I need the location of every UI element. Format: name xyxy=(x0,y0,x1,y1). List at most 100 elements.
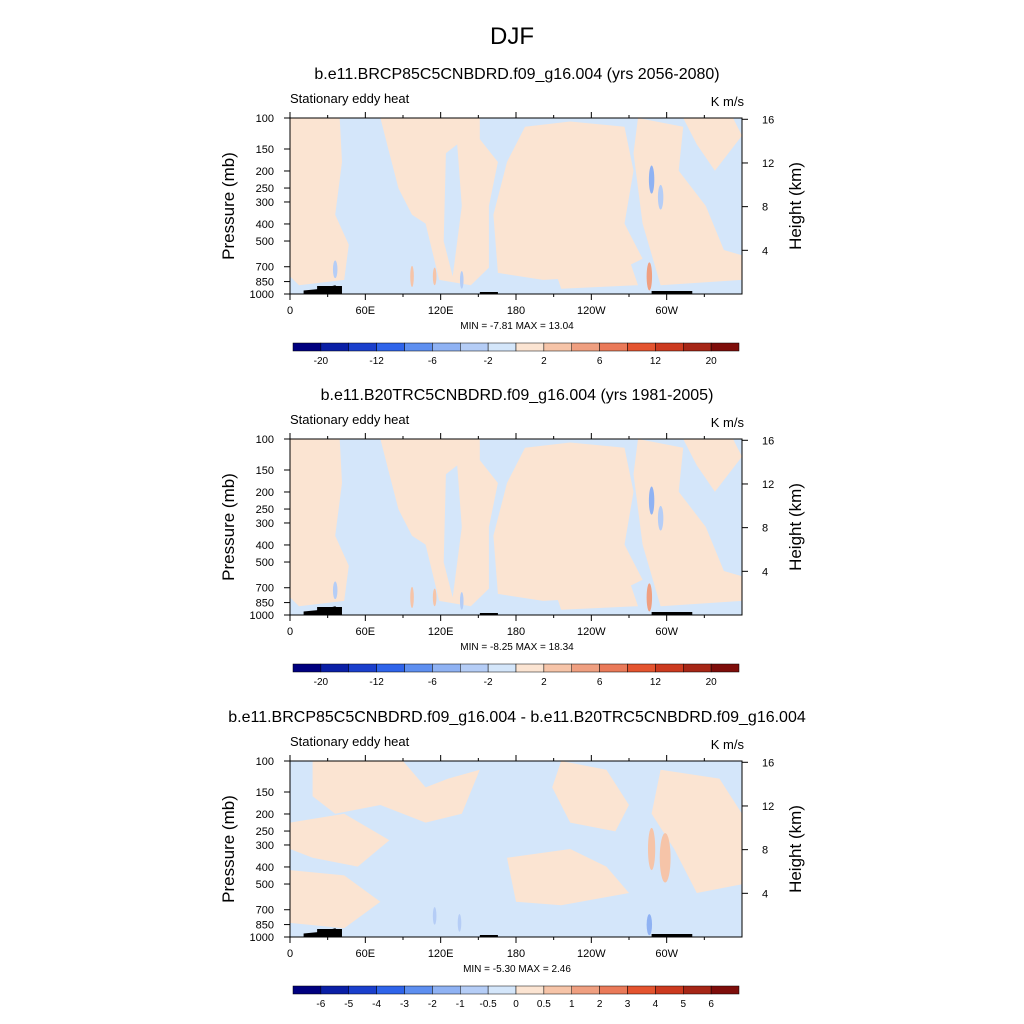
contour-positive xyxy=(380,118,498,286)
x-tick-label: 180 xyxy=(507,305,525,317)
colorbar-swatch xyxy=(404,342,433,352)
contour-positive xyxy=(312,761,480,823)
y-tick-label: 150 xyxy=(256,465,274,477)
colorbar-label: 2 xyxy=(541,356,547,367)
y-tick-label: 100 xyxy=(256,434,274,446)
y-tick-label: 250 xyxy=(256,504,274,516)
topography xyxy=(651,934,693,937)
colorbar-swatch xyxy=(515,663,545,673)
panel-units-label: K m/s xyxy=(711,737,745,752)
colorbar-swatch xyxy=(320,985,349,995)
colorbar-swatch xyxy=(655,342,684,352)
x-tick-label: 0 xyxy=(287,626,293,638)
colorbar-swatch xyxy=(571,342,600,352)
colorbar-swatch xyxy=(543,342,572,352)
contour-field xyxy=(290,761,742,937)
x-tick-label: 60W xyxy=(655,626,678,638)
contour-negative xyxy=(443,465,462,598)
contour-positive xyxy=(410,586,414,608)
colorbar-swatch xyxy=(376,663,405,673)
colorbar-label: -6 xyxy=(316,999,325,1010)
contour-negative xyxy=(648,486,655,515)
contour-negative xyxy=(459,592,464,610)
colorbar-swatch xyxy=(487,663,517,673)
colorbar-swatch xyxy=(404,663,433,673)
colorbar-swatch xyxy=(460,985,489,995)
contour-positive xyxy=(651,769,742,893)
topography xyxy=(479,292,498,294)
colorbar-swatch xyxy=(487,342,517,352)
colorbar-label: -0.5 xyxy=(480,999,498,1010)
colorbar-swatch xyxy=(292,342,322,352)
colorbar-label: -2 xyxy=(428,999,437,1010)
contour-positive xyxy=(410,265,414,287)
colorbar-label: 3 xyxy=(625,999,631,1010)
panel-units-label: K m/s xyxy=(711,415,745,430)
contour-negative xyxy=(457,914,462,932)
contour-positive xyxy=(507,849,629,906)
x-tick-label: 120E xyxy=(428,948,454,960)
y2-axis-label: Height (km) xyxy=(786,483,805,571)
colorbar-label: 6 xyxy=(597,677,603,688)
contour-positive xyxy=(647,827,656,871)
y2-tick-label: 12 xyxy=(762,801,774,813)
x-tick-label: 60W xyxy=(655,305,678,317)
colorbar-label: -12 xyxy=(369,356,384,367)
colorbar-label: 20 xyxy=(706,677,718,688)
colorbar-swatch xyxy=(710,342,740,352)
y-tick-label: 500 xyxy=(256,236,274,248)
colorbar-label: 6 xyxy=(597,356,603,367)
panels: b.e11.BRCP85C5CNBDRD.f09_g16.004 (yrs 20… xyxy=(219,66,806,1010)
colorbar-label: -2 xyxy=(484,677,493,688)
y-tick-label: 250 xyxy=(256,826,274,838)
panel-units-label: K m/s xyxy=(711,94,745,109)
colorbar-swatch xyxy=(627,663,656,673)
colorbar-label: 12 xyxy=(650,677,662,688)
x-tick-label: 120W xyxy=(577,948,606,960)
y-tick-label: 300 xyxy=(256,518,274,530)
contour-positive xyxy=(432,588,437,607)
y2-tick-label: 4 xyxy=(762,888,768,900)
colorbar-label: 5 xyxy=(680,999,686,1010)
y2-tick-label: 8 xyxy=(762,845,768,857)
colorbar-label: -1 xyxy=(456,999,465,1010)
y-tick-label: 100 xyxy=(256,113,274,125)
colorbar-swatch xyxy=(515,985,545,995)
colorbar-swatch xyxy=(376,342,405,352)
colorbar-swatch xyxy=(627,985,656,995)
y2-tick-label: 16 xyxy=(762,435,774,447)
contour-field xyxy=(290,439,742,615)
colorbar-swatch xyxy=(460,663,489,673)
colorbar-label: -12 xyxy=(369,677,384,688)
x-tick-label: 0 xyxy=(287,948,293,960)
colorbar-swatch xyxy=(543,985,572,995)
colorbar-swatch xyxy=(404,985,433,995)
y-tick-label: 1000 xyxy=(250,932,274,944)
colorbar-swatch xyxy=(432,663,461,673)
y-tick-label: 500 xyxy=(256,879,274,891)
y-tick-label: 200 xyxy=(256,809,274,821)
topography xyxy=(317,607,342,615)
x-tick-label: 60E xyxy=(356,626,376,638)
min-max-label: MIN = -8.25 MAX = 18.34 xyxy=(460,642,574,653)
x-tick-label: 120E xyxy=(428,626,454,638)
colorbar-label: 2 xyxy=(597,999,603,1010)
contour-positive xyxy=(683,439,742,492)
colorbar-swatch xyxy=(683,663,712,673)
y2-tick-label: 4 xyxy=(762,566,768,578)
panel-left-label: Stationary eddy heat xyxy=(290,734,410,749)
contour-negative xyxy=(332,581,338,600)
panel-title: b.e11.BRCP85C5CNBDRD.f09_g16.004 - b.e11… xyxy=(228,709,806,726)
colorbar-swatch xyxy=(348,985,377,995)
panel-3: b.e11.BRCP85C5CNBDRD.f09_g16.004 - b.e11… xyxy=(219,709,806,1010)
y-tick-label: 1000 xyxy=(250,289,274,301)
colorbar-label: -20 xyxy=(314,356,329,367)
colorbar-label: -6 xyxy=(428,677,437,688)
contour-negative xyxy=(459,271,464,289)
x-tick-label: 0 xyxy=(287,305,293,317)
x-tick-label: 180 xyxy=(507,948,525,960)
contour-positive xyxy=(290,118,349,286)
y2-axis-label: Height (km) xyxy=(786,162,805,250)
colorbar-swatch xyxy=(348,342,377,352)
x-tick-label: 120W xyxy=(577,305,606,317)
